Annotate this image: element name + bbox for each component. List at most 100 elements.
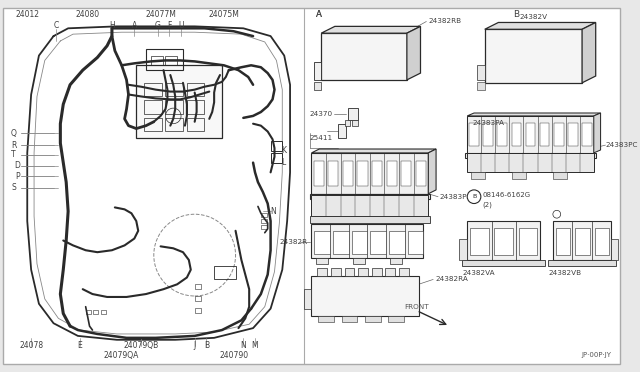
Text: A: A bbox=[316, 10, 323, 19]
Bar bbox=[371, 231, 386, 254]
Bar bbox=[144, 83, 161, 96]
Bar bbox=[312, 195, 428, 216]
Bar bbox=[271, 153, 282, 163]
Bar bbox=[261, 219, 267, 223]
Polygon shape bbox=[594, 113, 600, 153]
Bar bbox=[495, 228, 513, 255]
Bar bbox=[314, 62, 321, 80]
Bar bbox=[595, 228, 609, 255]
Bar bbox=[187, 83, 204, 96]
Text: 24080: 24080 bbox=[76, 10, 100, 19]
Text: Q: Q bbox=[11, 129, 17, 138]
Bar bbox=[553, 221, 611, 260]
Bar bbox=[353, 258, 365, 264]
Text: N: N bbox=[241, 341, 246, 350]
Bar bbox=[144, 100, 161, 114]
Bar bbox=[101, 310, 106, 314]
Bar bbox=[462, 260, 545, 266]
Bar bbox=[93, 310, 99, 314]
Bar bbox=[471, 172, 484, 179]
Bar bbox=[343, 161, 353, 186]
Bar bbox=[312, 224, 424, 258]
Text: 24077M: 24077M bbox=[145, 10, 176, 19]
Text: H: H bbox=[109, 21, 115, 30]
Bar bbox=[195, 308, 202, 312]
Text: C: C bbox=[54, 21, 59, 30]
Bar bbox=[261, 225, 267, 229]
Bar bbox=[465, 153, 596, 158]
Text: L: L bbox=[282, 158, 285, 167]
Text: G: G bbox=[155, 21, 161, 30]
Text: N: N bbox=[271, 207, 276, 216]
Bar bbox=[556, 228, 570, 255]
Bar bbox=[568, 123, 577, 145]
Bar bbox=[385, 268, 395, 276]
Polygon shape bbox=[484, 22, 596, 29]
Bar bbox=[408, 231, 424, 254]
Bar bbox=[525, 123, 536, 145]
Text: 24383P: 24383P bbox=[440, 194, 467, 200]
Bar bbox=[310, 216, 430, 223]
Polygon shape bbox=[428, 149, 436, 194]
Polygon shape bbox=[467, 113, 600, 116]
Bar bbox=[540, 123, 550, 145]
Bar bbox=[318, 317, 334, 322]
Text: B: B bbox=[472, 194, 476, 199]
Bar bbox=[387, 161, 397, 186]
Bar bbox=[467, 116, 594, 153]
Text: K: K bbox=[282, 147, 286, 155]
Bar bbox=[187, 100, 204, 114]
Bar bbox=[166, 118, 183, 131]
Bar bbox=[146, 49, 183, 70]
Text: 24382V: 24382V bbox=[519, 14, 547, 20]
Text: 24382RB: 24382RB bbox=[428, 19, 461, 25]
Polygon shape bbox=[312, 149, 436, 153]
Bar bbox=[477, 82, 484, 90]
Bar bbox=[136, 65, 222, 138]
Bar bbox=[352, 231, 367, 254]
Bar bbox=[611, 238, 618, 260]
Text: 24382R: 24382R bbox=[280, 240, 308, 246]
Text: JP·00P·JY: JP·00P·JY bbox=[581, 352, 611, 358]
Text: A: A bbox=[316, 10, 322, 19]
Bar bbox=[151, 55, 163, 65]
Bar bbox=[477, 65, 484, 80]
Bar bbox=[548, 260, 616, 266]
Text: (2): (2) bbox=[483, 201, 493, 208]
Bar bbox=[390, 258, 402, 264]
Text: 24079QB: 24079QB bbox=[124, 341, 159, 350]
Bar bbox=[144, 118, 161, 131]
Text: F: F bbox=[167, 21, 172, 30]
Bar bbox=[416, 161, 426, 186]
Bar bbox=[166, 100, 183, 114]
Text: 24383PC: 24383PC bbox=[605, 142, 638, 148]
Bar bbox=[401, 161, 412, 186]
Bar bbox=[166, 55, 177, 65]
Bar bbox=[333, 231, 349, 254]
Text: D: D bbox=[15, 161, 20, 170]
Bar bbox=[312, 276, 419, 317]
Text: J: J bbox=[193, 341, 196, 350]
Bar bbox=[582, 123, 591, 145]
Bar bbox=[399, 268, 409, 276]
Text: 24370: 24370 bbox=[310, 111, 333, 117]
Bar bbox=[314, 231, 330, 254]
Bar bbox=[511, 123, 522, 145]
Bar bbox=[372, 268, 381, 276]
Bar bbox=[314, 82, 321, 90]
Text: S: S bbox=[12, 183, 16, 192]
Bar bbox=[331, 268, 340, 276]
Polygon shape bbox=[407, 26, 420, 80]
Bar bbox=[365, 317, 381, 322]
Bar bbox=[271, 141, 282, 151]
Bar bbox=[467, 153, 594, 172]
Text: 24382VA: 24382VA bbox=[463, 270, 495, 276]
Bar bbox=[372, 161, 382, 186]
Text: B: B bbox=[204, 341, 209, 350]
Bar bbox=[554, 123, 564, 145]
Text: R: R bbox=[11, 141, 16, 150]
Text: 24079QA: 24079QA bbox=[104, 351, 140, 360]
Bar bbox=[497, 123, 508, 145]
Bar bbox=[344, 120, 351, 126]
Bar bbox=[353, 120, 358, 126]
